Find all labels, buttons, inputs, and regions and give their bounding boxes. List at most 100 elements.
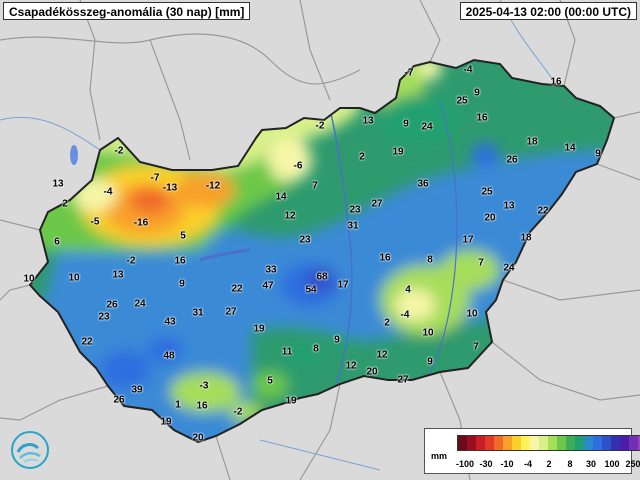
- lake-neusiedl: [70, 145, 78, 165]
- anomaly-value-label: 23: [299, 234, 311, 246]
- anomaly-value-label: 9: [179, 278, 185, 290]
- legend-swatch: [467, 436, 476, 450]
- legend-swatch: [584, 436, 593, 450]
- anomaly-value-label: 10: [23, 273, 35, 285]
- legend-swatch: [566, 436, 575, 450]
- anomaly-value-label: 23: [98, 311, 110, 323]
- anomaly-value-label: -7: [150, 172, 160, 184]
- anomaly-value-label: 1: [175, 399, 181, 411]
- anomaly-value-label: -7: [404, 67, 414, 79]
- legend-swatch: [485, 436, 494, 450]
- legend-swatch: [548, 436, 557, 450]
- anomaly-value-label: 2: [384, 317, 390, 329]
- legend-tick-label: 100: [604, 459, 620, 469]
- anomaly-value-label: 13: [112, 269, 124, 281]
- anomaly-value-label: 2: [359, 151, 365, 163]
- anomaly-value-label: 19: [253, 323, 265, 335]
- anomaly-value-label: 17: [462, 234, 474, 246]
- anomaly-value-label: 8: [427, 254, 433, 266]
- anomaly-value-label: -16: [133, 217, 149, 229]
- anomaly-value-label: -6: [293, 160, 303, 172]
- legend-swatch: [476, 436, 485, 450]
- anomaly-value-label: 7: [473, 341, 479, 353]
- color-legend: mm -100 -30 -10 -4 2 8 30 100 250: [424, 428, 640, 474]
- danube-river: [329, 109, 353, 391]
- anomaly-value-label: 2: [62, 198, 68, 210]
- map-timestamp: 2025-04-13 02:00 (00:00 UTC): [459, 2, 637, 20]
- anomaly-value-label: -13: [162, 182, 178, 194]
- anomaly-value-label: 68: [316, 271, 328, 283]
- anomaly-value-label: 10: [68, 272, 80, 284]
- legend-swatch: [494, 436, 503, 450]
- anomaly-value-label: 6: [54, 236, 60, 248]
- legend-swatch: [620, 436, 629, 450]
- anomaly-value-label: 18: [520, 232, 532, 244]
- anomaly-value-label: 20: [484, 212, 496, 224]
- anomaly-value-label: -2: [233, 406, 243, 418]
- anomaly-value-label: 16: [550, 76, 562, 88]
- anomaly-value-label: 33: [265, 264, 277, 276]
- anomaly-value-label: 19: [285, 395, 297, 407]
- anomaly-value-label: 9: [427, 356, 433, 368]
- anomaly-value-label: 13: [362, 115, 374, 127]
- legend-tick-label: -100: [455, 459, 475, 469]
- legend-swatch: [530, 436, 539, 450]
- legend-swatch: [638, 436, 640, 450]
- legend-tick-label: 30: [585, 459, 597, 469]
- legend-swatch: [629, 436, 638, 450]
- anomaly-value-label: 22: [537, 205, 549, 217]
- anomaly-value-label: 9: [474, 87, 480, 99]
- anomaly-value-label: 26: [113, 394, 125, 406]
- map-title: Csapadékösszeg-anomália (30 nap) [mm]: [3, 2, 251, 20]
- anomaly-value-label: 27: [225, 306, 237, 318]
- anomaly-value-label: 16: [196, 400, 208, 412]
- anomaly-value-label: -4: [103, 186, 113, 198]
- anomaly-value-label: 31: [347, 220, 359, 232]
- legend-swatch: [602, 436, 611, 450]
- anomaly-value-label: 27: [397, 374, 409, 386]
- anomaly-value-label: 18: [526, 136, 538, 148]
- anomaly-value-label: 11: [281, 346, 293, 358]
- anomaly-value-label: 10: [466, 308, 478, 320]
- tisza-river: [419, 99, 458, 391]
- anomaly-value-label: 10: [422, 327, 434, 339]
- legend-tick-label: 8: [567, 459, 573, 469]
- anomaly-value-label: 8: [313, 343, 319, 355]
- legend-swatch: [458, 436, 467, 450]
- anomaly-value-label: 5: [267, 375, 273, 387]
- anomaly-value-label: 19: [160, 416, 172, 428]
- anomaly-value-label: 26: [506, 154, 518, 166]
- legend-tick-label: 250: [625, 459, 640, 469]
- anomaly-value-label: 12: [345, 360, 357, 372]
- lake-balaton: [199, 248, 251, 262]
- legend-swatch: [611, 436, 620, 450]
- legend-swatch: [593, 436, 602, 450]
- anomaly-value-label: 24: [421, 121, 433, 133]
- anomaly-value-label: 5: [180, 230, 186, 242]
- anomaly-value-label: 12: [284, 210, 296, 222]
- legend-swatch: [539, 436, 548, 450]
- anomaly-value-label: -2: [315, 120, 325, 132]
- anomaly-value-label: 9: [334, 334, 340, 346]
- legend-tick-label: -30: [479, 459, 493, 469]
- anomaly-value-label: -2: [114, 145, 124, 157]
- anomaly-value-label: -2: [126, 255, 136, 267]
- anomaly-value-label: 24: [134, 298, 146, 310]
- anomaly-value-label: 16: [174, 255, 186, 267]
- anomaly-value-label: 14: [275, 191, 287, 203]
- anomaly-value-label: 43: [164, 316, 176, 328]
- anomaly-value-label: 48: [163, 350, 175, 362]
- legend-color-bar: [457, 435, 640, 451]
- legend-swatch: [557, 436, 566, 450]
- legend-swatch: [575, 436, 584, 450]
- anomaly-value-label: 36: [417, 178, 429, 190]
- anomaly-value-label: 13: [52, 178, 64, 190]
- legend-tick-label: -10: [500, 459, 514, 469]
- anomaly-value-label: 16: [379, 252, 391, 264]
- anomaly-value-label: 14: [564, 142, 576, 154]
- anomaly-value-label: 16: [476, 112, 488, 124]
- anomaly-value-label: 27: [371, 198, 383, 210]
- anomaly-value-label: 20: [366, 366, 378, 378]
